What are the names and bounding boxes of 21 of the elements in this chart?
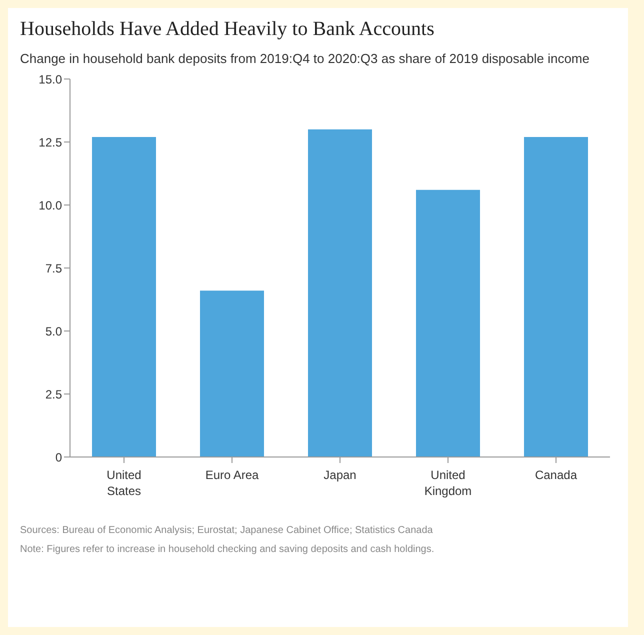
y-tick-label: 15.0 [38,72,62,86]
y-tick-label: 7.5 [45,261,62,276]
y-tick-label: 12.5 [38,135,62,150]
x-tick-label: United States [106,468,142,498]
bar [416,190,480,457]
bar [308,129,372,457]
chart-title: Households Have Added Heavily to Bank Accounts [20,18,436,41]
text: Note: Figures refer to increase in household checking and saving deposits and cash holdings. [20,544,436,555]
y-tick-label: 10.0 [38,198,62,212]
y-tick-label: 5.0 [45,324,62,338]
x-tick-label: Euro Area [205,468,260,482]
source-note: Sources: Bureau of Economic Analysis; Eurostat; Japanese Cabinet Office; Statistics Canada [20,525,434,536]
y-tick-label: 2.5 [45,387,62,402]
y-tick-label: 0 [55,450,62,464]
bar [524,136,588,457]
x-tick-label: United Kingdom [424,468,472,498]
x-tick-label: Canada [534,468,578,482]
bar [200,290,264,457]
chart-subtitle: Change in household bank deposits from 2019:Q4 to 2020:Q3 as share of 2019 disposable income [20,51,590,67]
x-tick-label: Japan [324,468,356,482]
bar [92,136,156,457]
